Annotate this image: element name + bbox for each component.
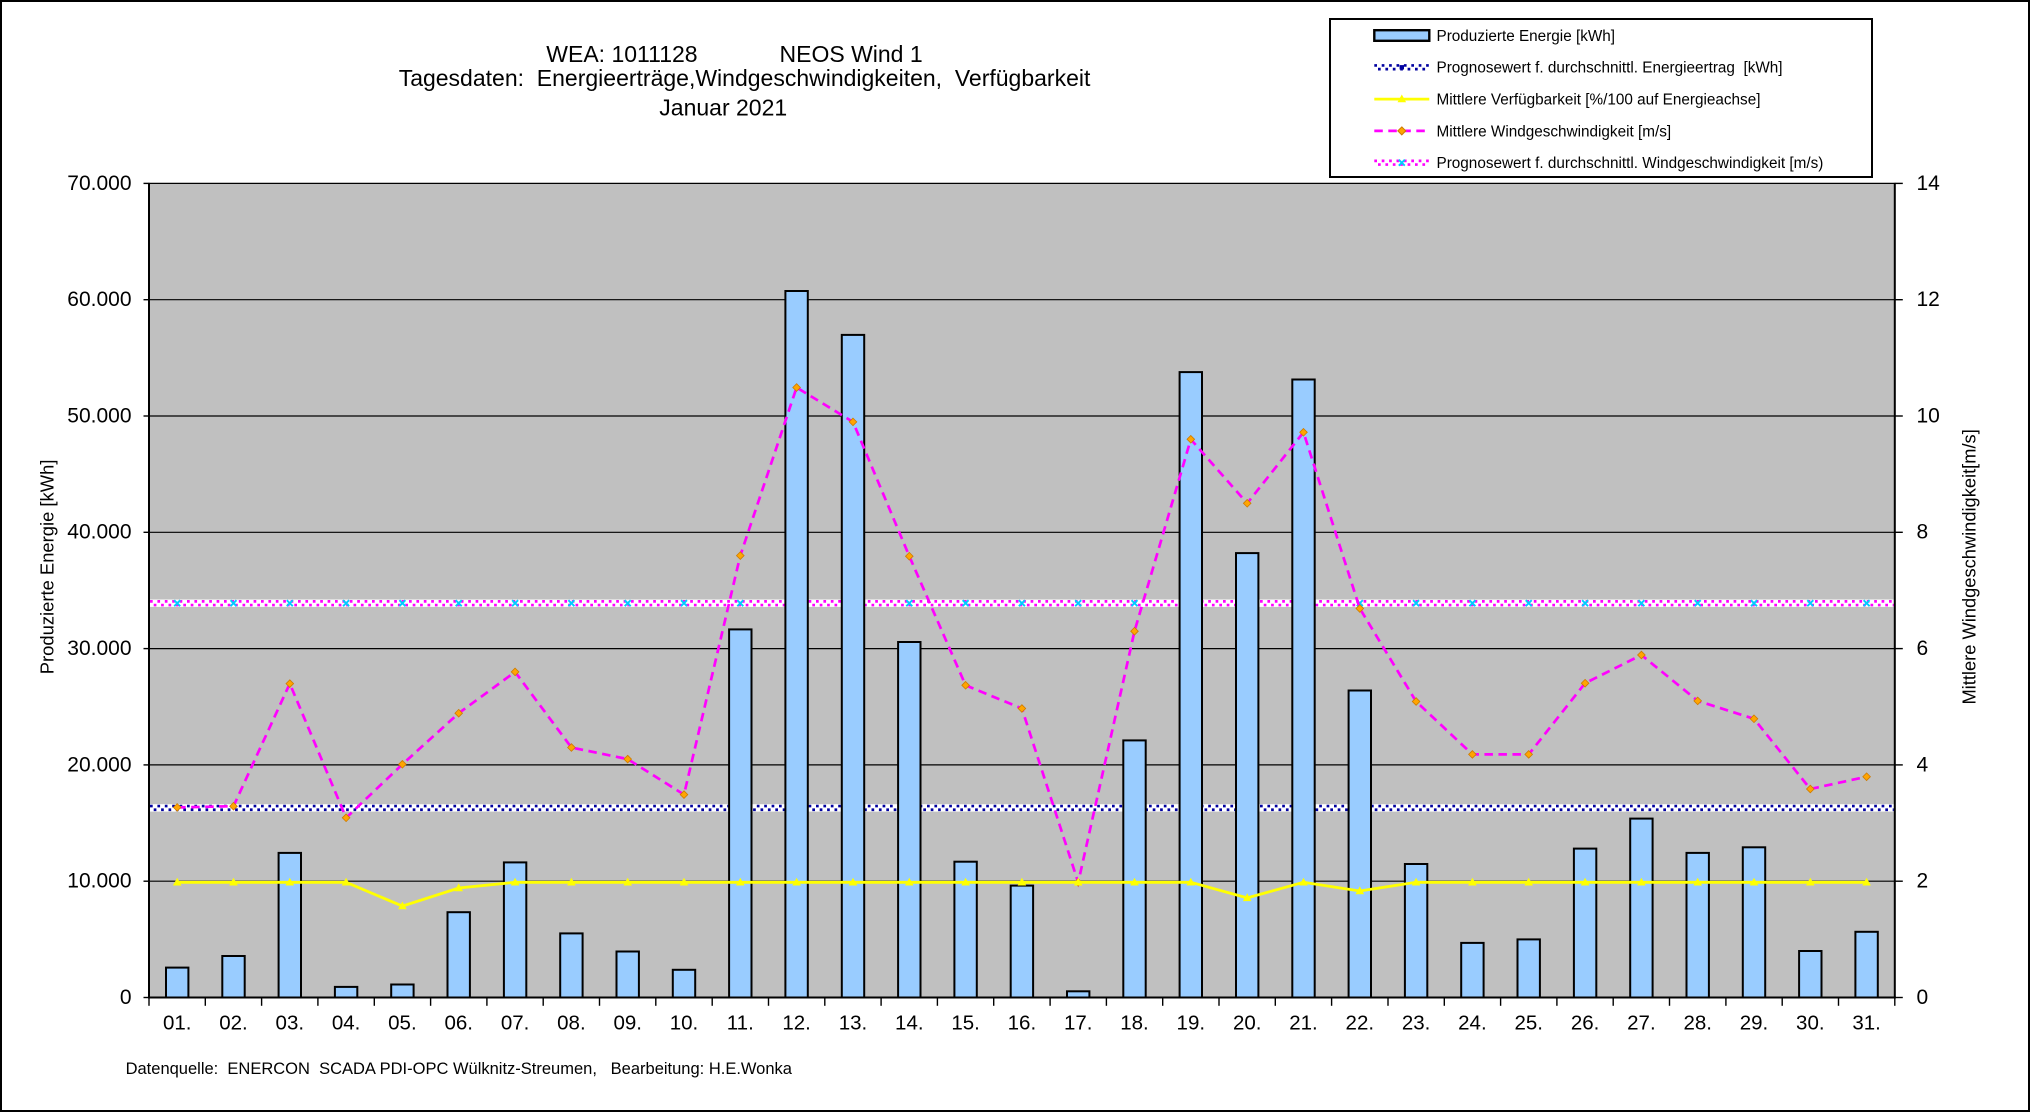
svg-text:60.000: 60.000 [67, 288, 131, 311]
svg-text:NEOS Wind 1: NEOS Wind 1 [780, 41, 923, 67]
svg-text:70.000: 70.000 [67, 172, 131, 195]
svg-text:Produzierte Energie [kWh]: Produzierte Energie [kWh] [1437, 28, 1616, 45]
svg-text:23.: 23. [1402, 1012, 1431, 1035]
svg-text:12.: 12. [782, 1012, 811, 1035]
svg-text:08.: 08. [557, 1012, 586, 1035]
svg-text:24.: 24. [1458, 1012, 1487, 1035]
svg-text:09.: 09. [613, 1012, 642, 1035]
svg-text:28.: 28. [1683, 1012, 1712, 1035]
svg-text:Mittlere Windgeschwindigkeit[m: Mittlere Windgeschwindigkeit[m/s] [1958, 429, 1979, 704]
svg-text:Tagesdaten: Energieerträge,Wi: Tagesdaten: Energieerträge,Windgeschwind… [399, 65, 1091, 91]
svg-text:05.: 05. [388, 1012, 417, 1035]
svg-text:07.: 07. [501, 1012, 530, 1035]
svg-text:16.: 16. [1008, 1012, 1037, 1035]
svg-text:Januar 2021: Januar 2021 [659, 95, 787, 121]
svg-text:11.: 11. [727, 1012, 754, 1035]
svg-text:30.000: 30.000 [67, 637, 131, 660]
svg-text:26.: 26. [1571, 1012, 1600, 1035]
svg-text:18.: 18. [1120, 1012, 1149, 1035]
svg-text:19.: 19. [1177, 1012, 1206, 1035]
svg-text:6: 6 [1917, 637, 1929, 660]
svg-text:29.: 29. [1740, 1012, 1769, 1035]
svg-text:10: 10 [1917, 404, 1940, 427]
svg-text:22.: 22. [1346, 1012, 1375, 1035]
svg-text:Datenquelle: ENERCON SCADA P: Datenquelle: ENERCON SCADA PDI-OPC Wülkn… [126, 1060, 793, 1078]
svg-text:06.: 06. [444, 1012, 473, 1035]
svg-text:15.: 15. [951, 1012, 980, 1035]
svg-text:0: 0 [1917, 986, 1929, 1009]
svg-text:01.: 01. [163, 1012, 192, 1035]
svg-text:8: 8 [1917, 521, 1929, 544]
svg-text:03.: 03. [276, 1012, 305, 1035]
svg-text:0: 0 [120, 986, 132, 1009]
svg-text:2: 2 [1917, 870, 1929, 893]
svg-text:Mittlere Windgeschwindigkeit [: Mittlere Windgeschwindigkeit [m/s] [1437, 123, 1672, 140]
svg-text:17.: 17. [1064, 1012, 1093, 1035]
svg-text:Produzierte Energie [kWh]: Produzierte Energie [kWh] [37, 460, 58, 675]
svg-text:02.: 02. [219, 1012, 248, 1035]
svg-text:WEA: 1011128: WEA: 1011128 [546, 41, 697, 67]
svg-text:30.: 30. [1796, 1012, 1825, 1035]
svg-text:Mittlere Verfügbarkeit [%/100: Mittlere Verfügbarkeit [%/100 auf Energi… [1437, 92, 1761, 109]
svg-text:31.: 31. [1852, 1012, 1881, 1035]
svg-text:Prognosewert f. durchschnittl.: Prognosewert f. durchschnittl. Windgesch… [1437, 155, 1824, 172]
svg-text:14.: 14. [895, 1012, 924, 1035]
svg-text:20.000: 20.000 [67, 753, 131, 776]
svg-text:4: 4 [1917, 753, 1929, 776]
svg-text:10.000: 10.000 [67, 870, 131, 893]
svg-text:50.000: 50.000 [67, 404, 131, 427]
svg-text:40.000: 40.000 [67, 521, 131, 544]
svg-text:27.: 27. [1627, 1012, 1656, 1035]
svg-text:20.: 20. [1233, 1012, 1262, 1035]
svg-text:14: 14 [1917, 172, 1941, 195]
svg-text:12: 12 [1917, 288, 1940, 311]
svg-text:21.: 21. [1289, 1012, 1318, 1035]
svg-text:25.: 25. [1514, 1012, 1543, 1035]
svg-text:13.: 13. [839, 1012, 868, 1035]
svg-text:04.: 04. [332, 1012, 361, 1035]
svg-text:Prognosewert f. durchschnittl.: Prognosewert f. durchschnittl. Energieer… [1437, 60, 1783, 77]
svg-text:10.: 10. [670, 1012, 699, 1035]
